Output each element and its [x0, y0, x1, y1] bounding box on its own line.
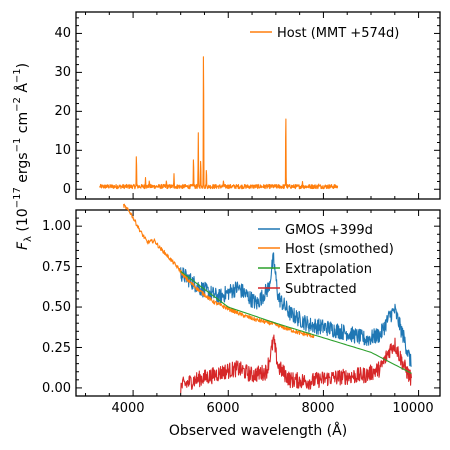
- series-gmos-399d: [180, 252, 412, 367]
- top-legend-label: Host (MMT +574d): [277, 26, 399, 41]
- series-host-smoothed-: [123, 203, 315, 339]
- bottom-xtick-label: 4000: [111, 401, 144, 416]
- y-label-close: ): [15, 63, 31, 68]
- bottom-xtick-label: 6000: [206, 401, 239, 416]
- series-host-mmt: [99, 56, 339, 190]
- y-label-exp2: −1: [12, 138, 23, 153]
- y-label-f: F: [15, 241, 31, 250]
- legend-label-extrapolation: Extrapolation: [285, 262, 372, 277]
- y-label-lambda: λ: [23, 236, 34, 242]
- top-ytick-label: 20: [54, 104, 71, 119]
- top-legend: Host (MMT +574d): [250, 26, 399, 41]
- y-label-exp3: −2: [12, 97, 23, 112]
- bottom-xtick-label: 10000: [392, 401, 433, 416]
- bottom-legend: GMOS +399d Host (smoothed) Extrapolation…: [258, 223, 394, 297]
- series-extrapolation: [180, 271, 412, 374]
- legend-label-gmos: GMOS +399d: [285, 223, 373, 238]
- series-subtracted: [180, 334, 412, 394]
- bottom-ytick-label: 0.25: [42, 341, 71, 356]
- bottom-ytick-label: 0.75: [42, 260, 71, 275]
- bottom-x-ticks: 4000 6000 8000 10000: [85, 210, 434, 416]
- top-ytick-label: 10: [54, 143, 71, 158]
- top-ytick-label: 30: [54, 65, 71, 80]
- top-y-ticks: 0 10 20 30 40: [54, 12, 440, 199]
- bottom-series-group: [123, 203, 412, 394]
- bottom-ytick-label: 1.00: [42, 219, 71, 234]
- x-axis-label: Observed wavelength (Å): [169, 422, 347, 439]
- y-label-paren: (10: [15, 208, 31, 236]
- bottom-ytick-label: 0.50: [42, 300, 71, 315]
- y-label-exp1: −17: [12, 187, 23, 208]
- legend-label-host-smoothed: Host (smoothed): [285, 242, 394, 257]
- top-ytick-label: 40: [54, 26, 71, 41]
- bottom-xtick-label: 8000: [301, 401, 334, 416]
- top-panel: 0 10 20 30 40 Host (MMT +574d): [54, 11, 441, 200]
- y-axis-label: Fλ (10−17 ergs−1 cm−2 Å−1): [12, 63, 34, 250]
- y-label-cm: cm: [15, 112, 31, 138]
- bottom-panel: 0.00 0.25 0.50 0.75 1.00 4000 6000 8000 …: [42, 203, 441, 416]
- y-label-ergs: ergs: [15, 152, 31, 187]
- legend-label-subtracted: Subtracted: [285, 282, 357, 297]
- y-label-angstrom: Å: [14, 83, 31, 97]
- y-label-exp4: −1: [12, 68, 23, 83]
- bottom-y-ticks: 0.00 0.25 0.50 0.75 1.00: [42, 217, 440, 396]
- top-panel-frame: [75, 11, 441, 200]
- top-ytick-label: 0: [63, 182, 71, 197]
- bottom-ytick-label: 0.00: [42, 381, 71, 396]
- bottom-panel-frame: [75, 209, 441, 397]
- top-series-group: [99, 56, 339, 190]
